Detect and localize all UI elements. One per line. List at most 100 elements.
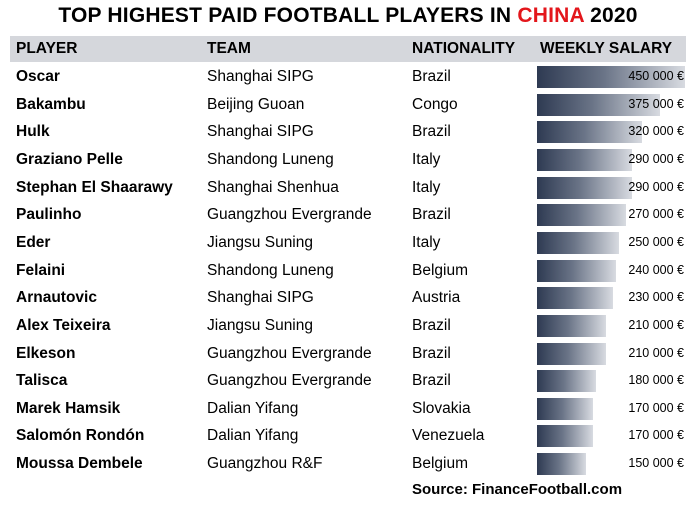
salary-bar (537, 425, 593, 448)
salary-bar (537, 148, 633, 171)
player-name: Eder (16, 233, 51, 251)
team-name: Beijing Guoan (207, 95, 305, 113)
salary-bar (537, 204, 626, 227)
salary-label: 170 000 € (628, 400, 684, 415)
player-name: Elkeson (16, 344, 76, 362)
team-name: Dalian Yifang (207, 427, 299, 445)
nationality: Brazil (412, 316, 451, 334)
nationality: Venezuela (412, 427, 485, 445)
team-name: Guangzhou Evergrande (207, 372, 372, 390)
salary-bar (537, 453, 587, 476)
table-row: Felaini Shandong Luneng Belgium 240 000 € (10, 257, 686, 284)
nationality: Italy (412, 233, 441, 251)
source-credit: Source: FinanceFootball.com (412, 481, 623, 498)
team-name: Jiangsu Suning (207, 233, 313, 251)
nationality: Brazil (412, 344, 451, 362)
salary-label: 150 000 € (628, 456, 684, 471)
player-name: Moussa Dembele (16, 455, 143, 473)
team-name: Dalian Yifang (207, 399, 299, 417)
team-name: Guangzhou Evergrande (207, 206, 372, 224)
salary-label: 210 000 € (628, 345, 684, 360)
table-row: Graziano Pelle Shandong Luneng Italy 290 00… (10, 146, 686, 173)
table-row: Stephan El Shaarawy Shanghai Shenhua Italy… (10, 174, 686, 201)
salary-bar (537, 314, 607, 337)
table-row: Bakambu Beijing Guoan Congo 375 000 € (10, 91, 686, 118)
nationality: Belgium (412, 261, 468, 279)
header-nationality: NATIONALITY (412, 40, 516, 57)
nationality: Brazil (412, 372, 451, 390)
nationality: Brazil (412, 206, 451, 224)
salary-bar (537, 231, 620, 254)
team-name: Shanghai SIPG (207, 289, 314, 307)
table-row: Arnautovic Shanghai SIPG Austria 230 000 € (10, 284, 686, 311)
salary-label: 270 000 € (628, 207, 684, 222)
table-row: Hulk Shanghai SIPG Brazil 320 000 € (10, 118, 686, 145)
player-name: Salomón Rondón (16, 427, 145, 445)
salary-label: 210 000 € (628, 317, 684, 332)
salary-bar (537, 342, 607, 365)
salary-label: 320 000 € (628, 124, 684, 139)
salary-label: 290 000 € (628, 151, 684, 166)
salary-bar (537, 397, 593, 420)
nationality: Italy (412, 178, 441, 196)
nationality: Belgium (412, 455, 468, 473)
header-player: PLAYER (16, 40, 78, 57)
salary-bar (537, 259, 616, 282)
player-name: Graziano Pelle (16, 150, 123, 168)
player-name: Marek Hamsik (16, 399, 121, 417)
salary-label: 240 000 € (628, 262, 684, 277)
player-name: Hulk (16, 123, 50, 141)
title-year: 2020 (584, 4, 638, 27)
nationality: Austria (412, 289, 461, 307)
table-row: Salomón Rondón Dalian Yifang Venezuela 170 … (10, 422, 686, 449)
nationality: Italy (412, 150, 441, 168)
team-name: Shandong Luneng (207, 261, 334, 279)
table-row: Marek Hamsik Dalian Yifang Slovakia 170 000… (10, 395, 686, 422)
salary-bar (537, 66, 685, 88)
table-row: Eder Jiangsu Suning Italy 250 000 € (10, 229, 686, 256)
table-row: Talisca Guangzhou Evergrande Brazil 180 000… (10, 367, 686, 394)
title-text: TOP HIGHEST PAID FOOTBALL PLAYERS IN (58, 4, 518, 27)
salary-bar (537, 287, 613, 310)
team-name: Shandong Luneng (207, 150, 334, 168)
table-row: Paulinho Guangzhou Evergrande Brazil 270 00… (10, 201, 686, 228)
nationality: Brazil (412, 68, 451, 85)
player-name: Arnautovic (16, 289, 97, 307)
header-team: TEAM (207, 40, 251, 57)
salary-bar (537, 176, 633, 199)
salary-bar (537, 121, 643, 144)
nationality: Congo (412, 95, 458, 113)
salary-label: 170 000 € (628, 428, 684, 443)
player-name: Stephan El Shaarawy (16, 178, 173, 196)
table-row: Elkeson Guangzhou Evergrande Brazil 210 000… (10, 340, 686, 367)
player-name: Bakambu (16, 95, 86, 113)
salary-label: 180 000 € (628, 373, 684, 388)
nationality: Slovakia (412, 399, 471, 417)
salary-bar (537, 93, 661, 116)
team-name: Shanghai SIPG (207, 68, 314, 85)
player-name: Oscar (16, 68, 60, 85)
salary-bar (537, 370, 597, 393)
salary-label: 230 000 € (628, 290, 684, 305)
team-name: Jiangsu Suning (207, 316, 313, 334)
table-row: Alex Teixeira Jiangsu Suning Brazil 210 000… (10, 312, 686, 339)
table-row: Oscar Shanghai SIPG Brazil 450 000 € (10, 63, 686, 90)
table-row: Moussa Dembele Guangzhou R&F Belgium 150 00… (10, 450, 686, 477)
player-name: Paulinho (16, 206, 82, 224)
team-name: Shanghai Shenhua (207, 178, 339, 196)
nationality: Brazil (412, 123, 451, 141)
table-header: PLAYER TEAM NATIONALITY WEEKLY SALARY (10, 36, 686, 62)
salary-label: 375 000 € (628, 96, 684, 111)
title-highlight: CHINA (517, 4, 585, 27)
player-name: Alex Teixeira (16, 316, 111, 334)
player-name: Talisca (16, 372, 68, 390)
team-name: Guangzhou R&F (207, 455, 323, 473)
salary-label: 290 000 € (628, 179, 684, 194)
team-name: Guangzhou Evergrande (207, 344, 372, 362)
team-name: Shanghai SIPG (207, 123, 314, 141)
header-weekly-salary: WEEKLY SALARY (540, 40, 673, 57)
player-name: Felaini (16, 261, 66, 279)
salary-label: 250 000 € (628, 234, 684, 249)
chart-title: TOP HIGHEST PAID FOOTBALL PLAYERS IN CHI… (0, 4, 696, 34)
salary-label: 450 000 € (628, 69, 684, 83)
